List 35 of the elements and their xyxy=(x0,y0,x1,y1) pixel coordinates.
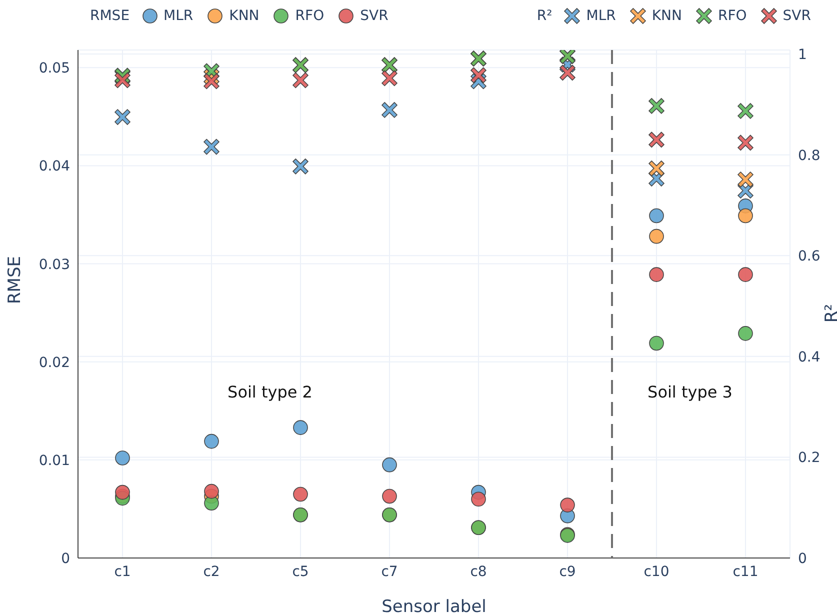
y2-tick-label: 0 xyxy=(798,550,807,567)
y2-tick-label: 0.8 xyxy=(798,148,820,164)
x-axis-title: Sensor label xyxy=(382,597,486,614)
x-tick-label: c10 xyxy=(644,564,670,580)
legend-label: RFO xyxy=(718,8,747,24)
x-tick-label: c7 xyxy=(381,564,398,580)
y-tick-label: 0.04 xyxy=(38,158,70,175)
y2-tick-label: 0.2 xyxy=(798,450,820,466)
text: R² xyxy=(822,304,837,323)
y-axis-title: RMSE xyxy=(5,256,26,304)
y-tick-label: 0.03 xyxy=(38,256,70,273)
legend-label: SVR xyxy=(782,8,811,24)
legend-title: RMSE xyxy=(90,8,130,24)
x-tick-label: c1 xyxy=(114,564,131,580)
legend-label: RFO xyxy=(295,8,324,24)
y-tick-label: 0.02 xyxy=(38,354,70,371)
x-tick-label: c9 xyxy=(559,564,576,580)
annotation: Soil type 3 xyxy=(648,382,732,402)
y2-axis-title: R² xyxy=(536,8,552,24)
x-tick-label: c11 xyxy=(732,564,758,580)
x-tick-label: c5 xyxy=(292,564,309,580)
y-tick-label: 0 xyxy=(61,550,70,567)
y-tick-label: 0.05 xyxy=(38,60,70,77)
legend-label: SVR xyxy=(360,8,388,24)
legend-label: MLR xyxy=(164,8,194,24)
legend-label: KNN xyxy=(229,8,260,24)
x-tick-label: c8 xyxy=(470,564,487,580)
legend-label: MLR xyxy=(586,8,616,24)
x-tick-label: c2 xyxy=(203,564,220,580)
y2-tick-label: 1 xyxy=(798,47,807,63)
legend-label: KNN xyxy=(652,8,682,24)
y-tick-label: 0.01 xyxy=(38,452,70,469)
y2-tick-label: 0.4 xyxy=(798,349,820,366)
annotation: Soil type 2 xyxy=(228,382,312,402)
y2-tick-label: 0.6 xyxy=(798,248,820,265)
